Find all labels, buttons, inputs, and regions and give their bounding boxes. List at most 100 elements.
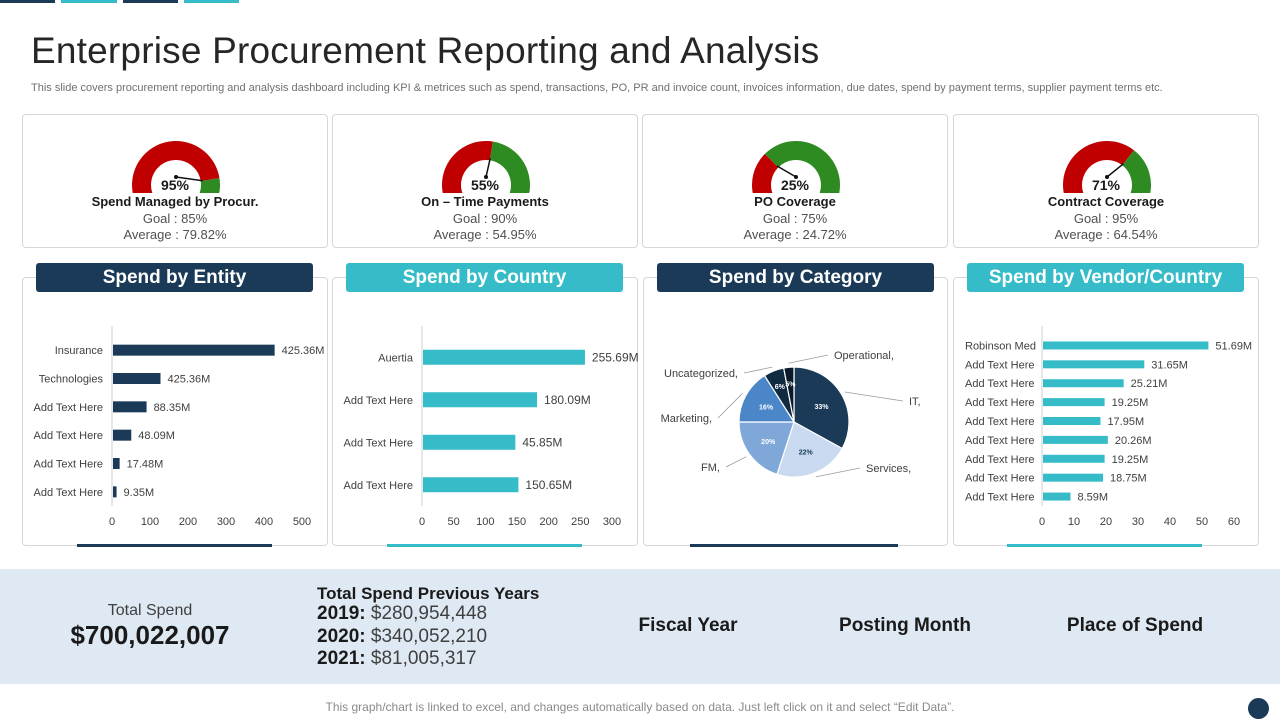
year-amount: $280,954,448 (370, 603, 488, 624)
category-label: Add Text Here (965, 416, 1035, 428)
card-underline (1007, 544, 1202, 547)
x-tick-label: 100 (476, 516, 494, 528)
pie-slice (782, 366, 795, 423)
category-label: Add Text Here (965, 473, 1035, 485)
kpi-average: Average : 64.54% (1054, 227, 1158, 242)
chart-card-vendor[interactable]: 0 10 20 30 40 50 60 Robinson Med 51.69M Add Text … (953, 277, 1259, 546)
gauge-red-segment (442, 141, 493, 193)
data-label: 19.25M (1112, 454, 1149, 466)
data-label: 255.69M (592, 350, 639, 364)
leader-line (725, 456, 747, 468)
bar (423, 349, 585, 365)
x-tick-label: 300 (217, 516, 235, 528)
gauge-chart (1063, 141, 1151, 193)
filter-fiscal-year[interactable]: Fiscal Year (638, 615, 738, 636)
filter-posting-month[interactable]: Posting Month (839, 615, 971, 636)
category-label: Add Text Here (33, 402, 103, 414)
gauge-green-segment (489, 141, 530, 193)
slice-percent-label: 22% (799, 450, 814, 457)
data-label: 31.65M (1151, 359, 1188, 371)
data-label: 17.48M (127, 459, 164, 471)
data-label: 18.75M (1110, 473, 1147, 485)
gauge-needle-hub (484, 175, 488, 179)
kpi-card[interactable]: 25% PO Coverage Goal : 75% Average : 24.… (642, 114, 948, 248)
total-spend-label: Total Spend (107, 602, 193, 619)
kpi-card[interactable]: 95% Spend Managed by Procur. Goal : 85% … (22, 114, 328, 248)
pie-slice (793, 366, 850, 450)
top-accent-bar (61, 0, 117, 3)
page-subtitle: This slide covers procurement reporting … (31, 82, 1163, 94)
category-label: Add Text Here (965, 492, 1035, 504)
bar (113, 401, 147, 413)
gauge-red-segment (132, 141, 220, 193)
chart-card-country[interactable]: 0 50 100 150 200 250 300 Auertia 255.69M Add Text… (332, 277, 639, 546)
x-tick-label: 500 (293, 516, 311, 528)
bar (1043, 492, 1071, 501)
gauge-green-segment (1122, 150, 1151, 193)
kpi-percent: 95% (160, 177, 190, 193)
category-label: Add Text Here (965, 454, 1035, 466)
data-label: 180.09M (544, 393, 591, 407)
chart-card-category[interactable]: 33% IT, 22% Services, 20% FM, 16% Marketing, 6% U… (643, 277, 948, 546)
category-label: Operational, (834, 350, 894, 362)
gauge-green-segment (199, 178, 220, 193)
category-label: Uncategorized, (664, 368, 738, 380)
chart-header-vendor: Spend by Vendor/Country (967, 263, 1244, 292)
x-tick-label: 30 (1132, 516, 1144, 528)
chart-header-entity: Spend by Entity (36, 263, 313, 292)
top-accent-bar (0, 0, 55, 3)
category-label: FM, (701, 462, 720, 474)
kpi-name: Spend Managed by Procur. (91, 194, 259, 209)
filter-place-of-spend[interactable]: Place of Spend (1066, 615, 1204, 636)
x-tick-label: 150 (508, 516, 526, 528)
x-tick-label: 40 (1164, 516, 1176, 528)
leader-line (788, 354, 829, 364)
year-label: 2019: (317, 603, 366, 624)
category-label: Add Text Here (33, 487, 103, 499)
data-label: 19.25M (1112, 397, 1149, 409)
top-accent-bar (123, 0, 178, 3)
data-label: 150.65M (525, 478, 572, 492)
category-label: Services, (866, 463, 911, 475)
kpi-name: PO Coverage (754, 194, 836, 209)
x-tick-label: 100 (141, 516, 159, 528)
data-label: 25.21M (1131, 378, 1168, 390)
previous-year-row: 2020: $340,052,210 (317, 626, 487, 648)
category-label: Auertia (378, 352, 414, 364)
gauge-needle (485, 158, 491, 178)
category-label: Marketing, (661, 413, 712, 425)
x-tick-label: 60 (1228, 516, 1240, 528)
gauge-needle-hub (1105, 175, 1109, 179)
bar (113, 429, 132, 441)
year-amount: $340,052,210 (370, 626, 488, 647)
gauge-needle-hub (794, 175, 798, 179)
bar (1043, 398, 1105, 407)
bar-chart-country: 0 50 100 150 200 250 300 Auertia 255.69M Add Text… (343, 326, 639, 528)
previous-years-title: Total Spend Previous Years (317, 584, 540, 603)
category-label: Add Text Here (343, 437, 413, 449)
x-tick-label: 0 (109, 516, 115, 528)
leader-line (815, 467, 861, 478)
card-underline (387, 544, 582, 547)
pie-slice (776, 421, 844, 478)
x-tick-label: 400 (255, 516, 273, 528)
previous-year-row: 2019: $280,954,448 (317, 603, 487, 625)
kpi-card[interactable]: 55% On – Time Payments Goal : 90% Averag… (332, 114, 638, 248)
kpi-card[interactable]: 71% Contract Coverage Goal : 95% Average… (953, 114, 1259, 248)
x-tick-label: 50 (448, 516, 460, 528)
card-underline (690, 544, 898, 547)
year-amount: $81,005,317 (370, 648, 477, 669)
gauge-needle-hub (174, 175, 178, 179)
bar (113, 373, 161, 384)
data-label: 425.36M (282, 345, 325, 357)
slice-percent-label: 6% (775, 384, 786, 391)
category-label: Add Text Here (343, 480, 413, 492)
leader-line (844, 391, 904, 402)
chart-card-entity[interactable]: 0 100 200 300 400 500 Insurance 425.36M Technolo… (22, 277, 328, 546)
kpi-name: Contract Coverage (1047, 194, 1165, 209)
data-label: 9.35M (124, 487, 155, 499)
card-underline (77, 544, 272, 547)
slice-percent-label: 5% (785, 382, 796, 389)
slice-percent-label: 16% (759, 405, 774, 412)
kpi-average: Average : 54.95% (433, 227, 537, 242)
